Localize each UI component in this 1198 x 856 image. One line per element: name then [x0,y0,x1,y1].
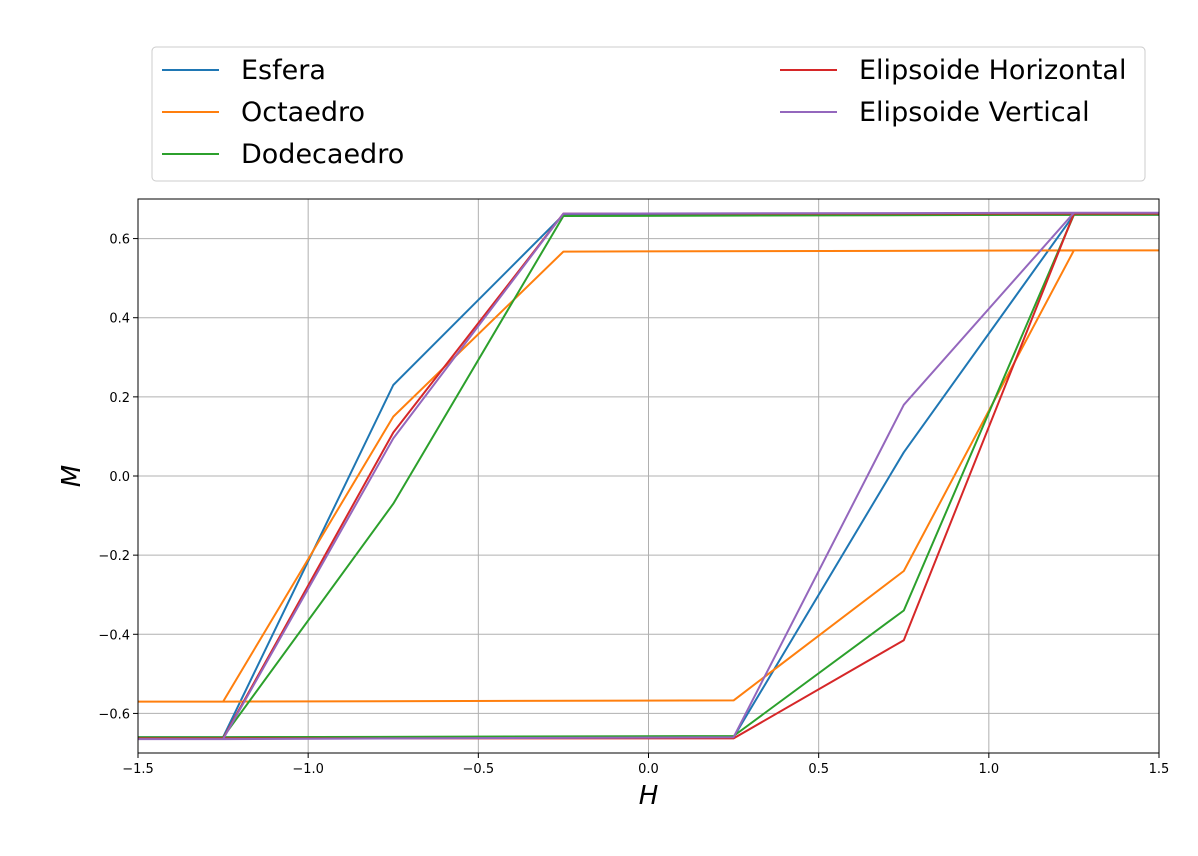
legend-box [151,46,1146,182]
y-tick-label: −0.6 [98,707,130,722]
x-tick-label: −1.5 [122,762,154,777]
legend-label: Dodecaedro [241,139,404,170]
axis-ticks: −1.5 −1.0 −0.5 0.0 0.5 1.0 1.5 −0.6 −0.4 −0.2 0.0 0… [98,233,1169,777]
x-tick-label: 1.0 [978,762,999,777]
grid-lines [137,199,1160,753]
y-tick-label: 0.4 [109,312,130,327]
x-tick-label: −1.0 [292,762,324,777]
legend: Esfera Octaedro Dodecaedro Elipsoide Horizo… [151,46,1146,182]
series-line-dodecaedro [138,213,1159,739]
y-tick-label: 0.0 [109,470,130,485]
y-tick-label: −0.2 [98,549,130,564]
series-line-octaedro [138,249,1159,703]
x-tick-label: 1.5 [1149,762,1170,777]
legend-label: Elipsoide Vertical [859,97,1090,128]
legend-label: Elipsoide Horizontal [859,55,1126,86]
legend-label: Octaedro [241,97,365,128]
legend-label: Esfera [241,55,326,86]
y-tick-label: −0.4 [98,628,130,643]
y-axis-label: M [57,465,87,487]
y-tick-label: 0.2 [109,391,130,406]
x-tick-label: 0.0 [638,762,659,777]
x-tick-label: −0.5 [463,762,495,777]
x-axis-label: H [639,781,659,811]
y-tick-label: 0.6 [109,233,130,248]
x-tick-label: 0.5 [808,762,829,777]
series-lines [138,211,1159,741]
series-line-elipsoide-vertical [138,211,1159,741]
